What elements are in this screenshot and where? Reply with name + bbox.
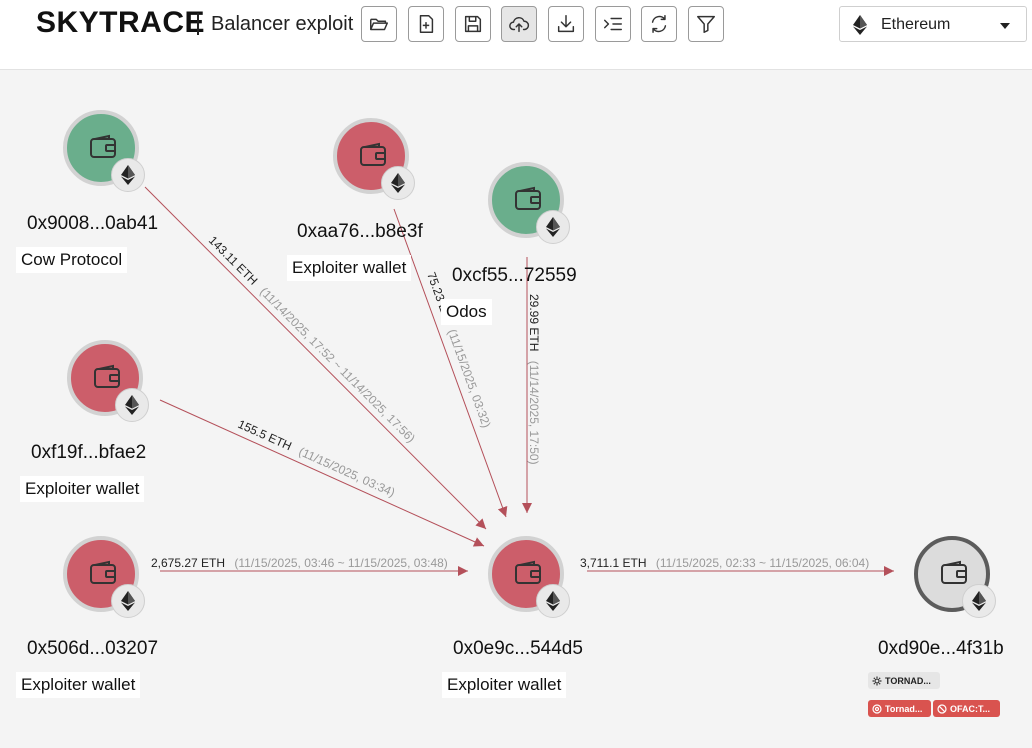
- edge-amount: 29.99 ETH: [527, 294, 541, 351]
- chain-badge: [115, 388, 149, 422]
- node-address[interactable]: 0x0e9c...544d5: [453, 638, 583, 659]
- edge-time: (11/15/2025, 02:33 ~ 11/15/2025, 06:04): [656, 556, 869, 570]
- chain-badge: [111, 584, 145, 618]
- ethereum-icon: [125, 395, 139, 415]
- edge-amount: 3,711.1 ETH: [580, 556, 646, 570]
- refresh-icon: [651, 15, 667, 33]
- wallet-node[interactable]: [63, 536, 145, 618]
- settings-icon: [872, 676, 882, 685]
- wallet-node[interactable]: [67, 340, 149, 422]
- node-label: Exploiter wallet: [20, 476, 145, 502]
- edge-time: (11/15/2025, 03:46 ~ 11/15/2025, 03:48): [234, 556, 447, 570]
- wallet-icon: [941, 560, 967, 584]
- upload-button[interactable]: [501, 6, 537, 42]
- edge-n3-n6[interactable]: 29.99 ETH (11/14/2025, 17:50): [522, 257, 541, 513]
- chevron-down-icon: [1000, 23, 1010, 29]
- node-address[interactable]: 0xd90e...4f31b: [878, 638, 1004, 659]
- edge-amount: 2,675.27 ETH: [151, 556, 225, 570]
- ethereum-icon: [546, 591, 560, 611]
- edge-amount: 143.11 ETH: [206, 233, 261, 288]
- node-address[interactable]: 0xaa76...b8e3f: [297, 221, 423, 242]
- chain-badge: [381, 166, 415, 200]
- wallet-node[interactable]: [63, 110, 145, 192]
- ethereum-icon: [546, 217, 560, 237]
- node-label: Cow Protocol: [16, 247, 128, 273]
- risk-tag-label: Tornad...: [885, 703, 923, 714]
- edge-time: (11/15/2025, 03:32): [445, 327, 494, 429]
- node-label: Exploiter wallet: [16, 672, 141, 698]
- node-address[interactable]: 0xcf55...72559: [452, 265, 577, 286]
- download-icon: [557, 15, 575, 33]
- save-button[interactable]: [455, 6, 491, 42]
- node-address[interactable]: 0xf19f...bfae2: [31, 442, 147, 463]
- chain-badge: [536, 584, 570, 618]
- edge-n4-n6[interactable]: 155.5 ETH (11/15/2025, 03:34): [159, 399, 485, 547]
- wallet-icon: [360, 142, 386, 166]
- node-label: Exploiter wallet: [442, 672, 567, 698]
- brand-logo: SKYTRACE: [36, 6, 206, 39]
- edge-n6-n7[interactable]: 3,711.1 ETH (11/15/2025, 02:33 ~ 11/15/2…: [580, 556, 894, 576]
- svg-text:3,711.1 ETH (11/15/202: 3,711.1 ETH (11/15/2025, 02:33 ~ 11/15/2…: [580, 556, 869, 570]
- app-header: SKYTRACE Balancer exploit: [0, 0, 1032, 70]
- wallet-node[interactable]: [333, 118, 415, 200]
- wallet-icon: [90, 560, 116, 584]
- wallet-icon: [94, 364, 120, 388]
- risk-tag-label: TORNAD...: [885, 675, 931, 686]
- folder-open-icon: [370, 18, 388, 31]
- graph-edges: 143.11 ETH (11/14/2025, 17:52 ~ 11/14/20…: [144, 186, 894, 576]
- edge-amount: 155.5 ETH: [236, 417, 294, 453]
- chain-select-value: Ethereum: [881, 16, 951, 33]
- chain-badge: [962, 584, 996, 618]
- ethereum-icon: [121, 591, 135, 611]
- filter-icon: [697, 15, 715, 33]
- edge-time: (11/14/2025, 17:50): [527, 361, 541, 465]
- node-label: Exploiter wallet: [287, 255, 412, 281]
- svg-text:155.5 ETH (11/15/2025,: 155.5 ETH (11/15/2025, 03:34): [236, 417, 397, 500]
- chain-badge: [111, 158, 145, 192]
- new-file-button[interactable]: [408, 6, 444, 42]
- radar-icon: [872, 703, 882, 714]
- wallet-icon: [515, 186, 541, 210]
- wallet-icon: [515, 560, 541, 584]
- wallet-node[interactable]: [488, 162, 570, 244]
- wallet-icon: [90, 134, 116, 158]
- svg-text:2,675.27 ETH (11/15/20: 2,675.27 ETH (11/15/2025, 03:46 ~ 11/15/…: [151, 556, 448, 570]
- ethereum-icon: [121, 165, 135, 185]
- floppy-disk-icon: [464, 15, 482, 33]
- header-divider: [197, 13, 199, 35]
- edge-time: (11/14/2025, 17:52 ~ 11/14/2025, 17:56): [257, 284, 418, 445]
- list-indent-button[interactable]: [595, 6, 631, 42]
- cloud-upload-icon: [509, 16, 530, 33]
- ban-icon: [937, 703, 947, 714]
- graph-canvas[interactable]: 143.11 ETH (11/14/2025, 17:52 ~ 11/14/20…: [0, 71, 1032, 748]
- edge-time: (11/15/2025, 03:34): [297, 444, 397, 499]
- risk-tag[interactable]: TORNAD...: [868, 672, 940, 689]
- node-label: Odos: [441, 299, 492, 325]
- svg-text:75.23 E... (11/15/2025: 75.23 E... (11/15/2025, 03:32): [424, 270, 493, 429]
- filter-button[interactable]: [688, 6, 724, 42]
- ethereum-icon: [853, 15, 867, 35]
- chain-select[interactable]: Ethereum: [839, 6, 1027, 42]
- file-plus-icon: [419, 15, 434, 33]
- case-title: Balancer exploit: [211, 13, 354, 35]
- risk-tag[interactable]: Tornad...: [868, 700, 931, 717]
- download-button[interactable]: [548, 6, 584, 42]
- list-indent-icon: [604, 17, 622, 31]
- open-folder-button[interactable]: [361, 6, 397, 42]
- svg-text:29.99 ETH (11/14/2025,: 29.99 ETH (11/14/2025, 17:50): [527, 294, 541, 465]
- node-address[interactable]: 0x9008...0ab41: [27, 213, 159, 234]
- ethereum-icon: [972, 591, 986, 611]
- risk-tag-label: OFAC:T...: [950, 703, 990, 714]
- risk-tag[interactable]: OFAC:T...: [933, 700, 1000, 717]
- edge-n5-n6[interactable]: 2,675.27 ETH (11/15/2025, 03:46 ~ 11/15/…: [151, 556, 468, 576]
- wallet-node[interactable]: [914, 536, 996, 618]
- wallet-node[interactable]: [488, 536, 570, 618]
- ethereum-icon: [391, 173, 405, 193]
- refresh-button[interactable]: [641, 6, 677, 42]
- node-address[interactable]: 0x506d...03207: [27, 638, 159, 659]
- chain-badge: [536, 210, 570, 244]
